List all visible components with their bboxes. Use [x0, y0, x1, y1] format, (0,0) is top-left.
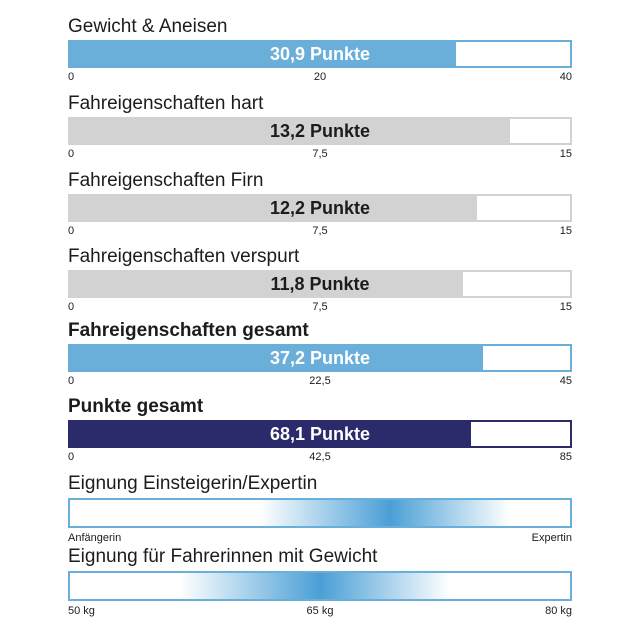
tick-label: 0	[68, 301, 75, 313]
bar-frame: 11,8 Punkte	[68, 270, 572, 298]
axis-ticks: 0 20 40	[68, 71, 572, 85]
tick-label: 0	[68, 148, 75, 160]
chart-weight: Gewicht & Aneisen 30,9 Punkte 0 20 40	[68, 16, 572, 85]
chart-title: Fahreigenschaften hart	[68, 93, 264, 114]
chart-points-total: Punkte gesamt 68,1 Punkte 0 42,5 85	[68, 396, 572, 465]
scale-label-min: 50 kg	[68, 605, 95, 617]
chart-hard-snow: Fahreigenschaften hart 13,2 Punkte 0 7,5…	[68, 93, 572, 162]
scale-title: Eignung Einsteigerin/Expertin	[68, 473, 318, 494]
bar-value-label: 30,9 Punkte	[269, 43, 371, 64]
axis-ticks: 0 22,5 45	[68, 375, 572, 389]
bar-fill	[70, 42, 457, 66]
bar-value-label: 12,2 Punkte	[269, 197, 371, 218]
scale-weight: Eignung für Fahrerinnen mit Gewicht 50 k…	[68, 546, 572, 619]
chart-title: Punkte gesamt	[68, 396, 204, 417]
chart-tracked: Fahreigenschaften verspurt 11,8 Punkte 0…	[68, 246, 572, 315]
scale-title: Eignung für Fahrerinnen mit Gewicht	[68, 546, 378, 567]
scale-label-mid: 65 kg	[306, 605, 334, 617]
weight-gradient-bar	[68, 571, 572, 601]
skill-gradient-bar	[68, 498, 572, 528]
scale-label-beginner: Anfängerin	[68, 532, 122, 544]
axis-ticks: 0 7,5 15	[68, 225, 572, 239]
tick-label: 15	[559, 225, 572, 237]
tick-label: 0	[68, 375, 75, 387]
tick-label: 7,5	[312, 148, 328, 160]
scale-label-expert: Expertin	[531, 532, 572, 544]
tick-label: 0	[68, 225, 75, 237]
bar-frame: 68,1 Punkte	[68, 420, 572, 448]
scale-skill: Eignung Einsteigerin/Expertin Anfängerin…	[68, 473, 572, 546]
scale-label-max: 80 kg	[545, 605, 572, 617]
scale-end-labels: Anfängerin Expertin	[68, 532, 572, 546]
bar-frame: 30,9 Punkte	[68, 40, 572, 68]
tick-label: 15	[559, 148, 572, 160]
bar-fill	[70, 422, 471, 446]
bar-fill	[70, 196, 477, 220]
bar-fill	[70, 346, 484, 370]
tick-label: 45	[559, 375, 572, 387]
bar-value-label: 11,8 Punkte	[270, 273, 370, 294]
chart-title: Fahreigenschaften verspurt	[68, 246, 300, 267]
chart-firn: Fahreigenschaften Firn 12,2 Punkte 0 7,5…	[68, 170, 572, 239]
tick-label: 20	[313, 71, 327, 83]
bar-value-label: 13,2 Punkte	[269, 120, 371, 141]
bar-frame: 37,2 Punkte	[68, 344, 572, 372]
tick-label: 85	[559, 451, 572, 463]
tick-label: 15	[559, 301, 572, 313]
bar-frame: 13,2 Punkte	[68, 117, 572, 145]
bar-value-label: 68,1 Punkte	[269, 423, 371, 444]
chart-title: Gewicht & Aneisen	[68, 16, 228, 37]
scale-weight-labels: 50 kg 65 kg 80 kg	[68, 605, 572, 619]
chart-title: Fahreigenschaften Firn	[68, 170, 264, 191]
axis-ticks: 0 7,5 15	[68, 148, 572, 162]
chart-title: Fahreigenschaften gesamt	[68, 320, 309, 341]
bar-fill	[70, 272, 464, 296]
tick-label: 42,5	[309, 451, 331, 463]
bar-fill	[70, 119, 510, 143]
tick-label: 0	[68, 451, 75, 463]
tick-label: 0	[68, 71, 75, 83]
tick-label: 22,5	[309, 375, 331, 387]
axis-ticks: 0 42,5 85	[68, 451, 572, 465]
tick-label: 40	[559, 71, 572, 83]
tick-label: 7,5	[312, 301, 328, 313]
axis-ticks: 0 7,5 15	[68, 301, 572, 315]
bar-frame: 12,2 Punkte	[68, 194, 572, 222]
bar-value-label: 37,2 Punkte	[269, 347, 371, 368]
chart-handling-total: Fahreigenschaften gesamt 37,2 Punkte 0 2…	[68, 320, 572, 389]
tick-label: 7,5	[312, 225, 328, 237]
